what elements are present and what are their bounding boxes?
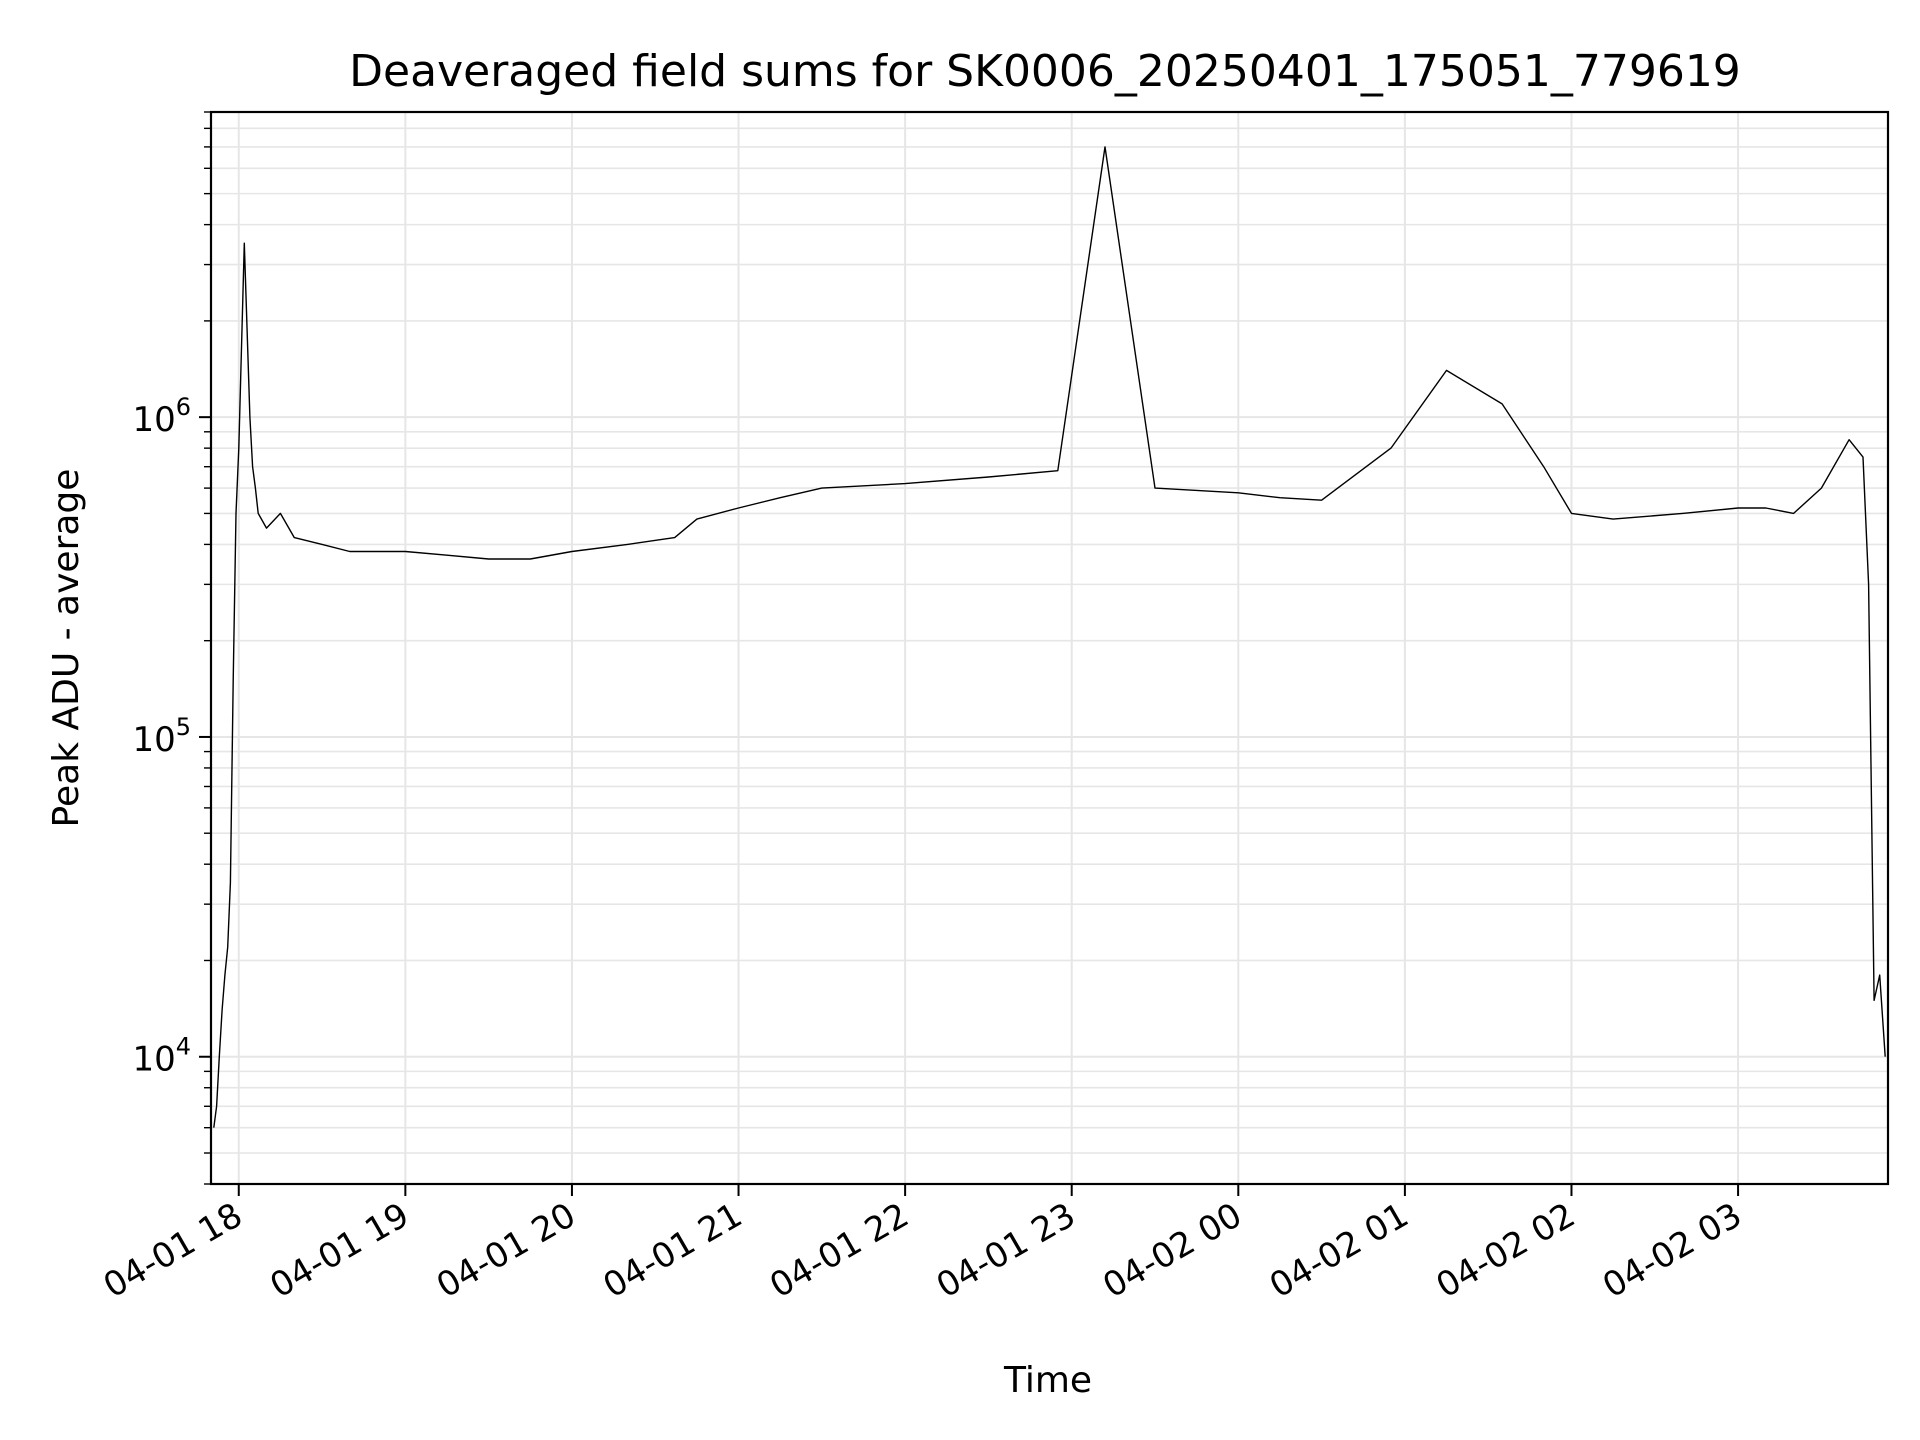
grid-minor xyxy=(211,111,1888,1185)
y-tick-label: 104 xyxy=(132,1033,191,1080)
series-group xyxy=(213,146,1886,1128)
x-axis-label: Time xyxy=(1003,1360,1092,1401)
grid-major xyxy=(211,112,1888,1184)
y-axis-label: Peak ADU - average xyxy=(46,469,87,828)
y-tick-label: 106 xyxy=(132,393,191,440)
y-axis: 104 105 106 xyxy=(132,111,211,1185)
y-tick-label: 105 xyxy=(132,713,191,760)
series-line-peak-adu xyxy=(213,146,1886,1128)
plot-frame xyxy=(209,110,1890,1186)
chart-title: Deaveraged field sums for SK0006_2025040… xyxy=(349,46,1741,97)
